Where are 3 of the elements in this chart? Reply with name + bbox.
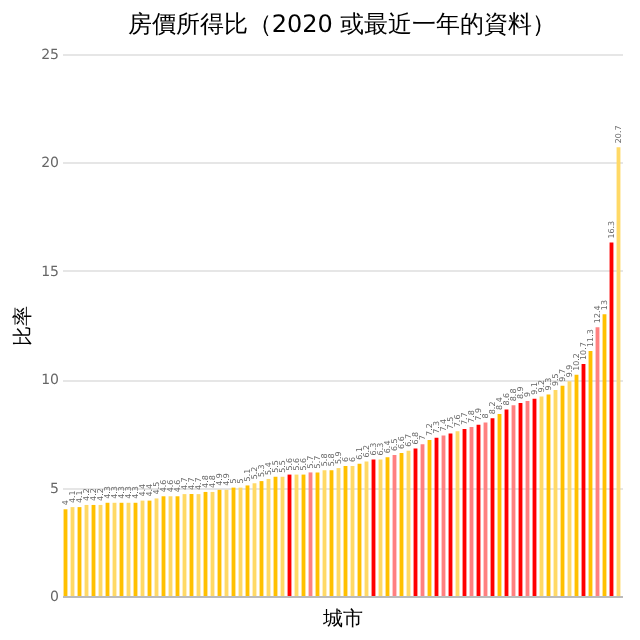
chart-title: 房價所得比（2020 或最近一年的資料） [127,10,557,38]
y-axis-title: 比率 [11,306,36,346]
x-axis-title: 城市 [321,607,363,631]
